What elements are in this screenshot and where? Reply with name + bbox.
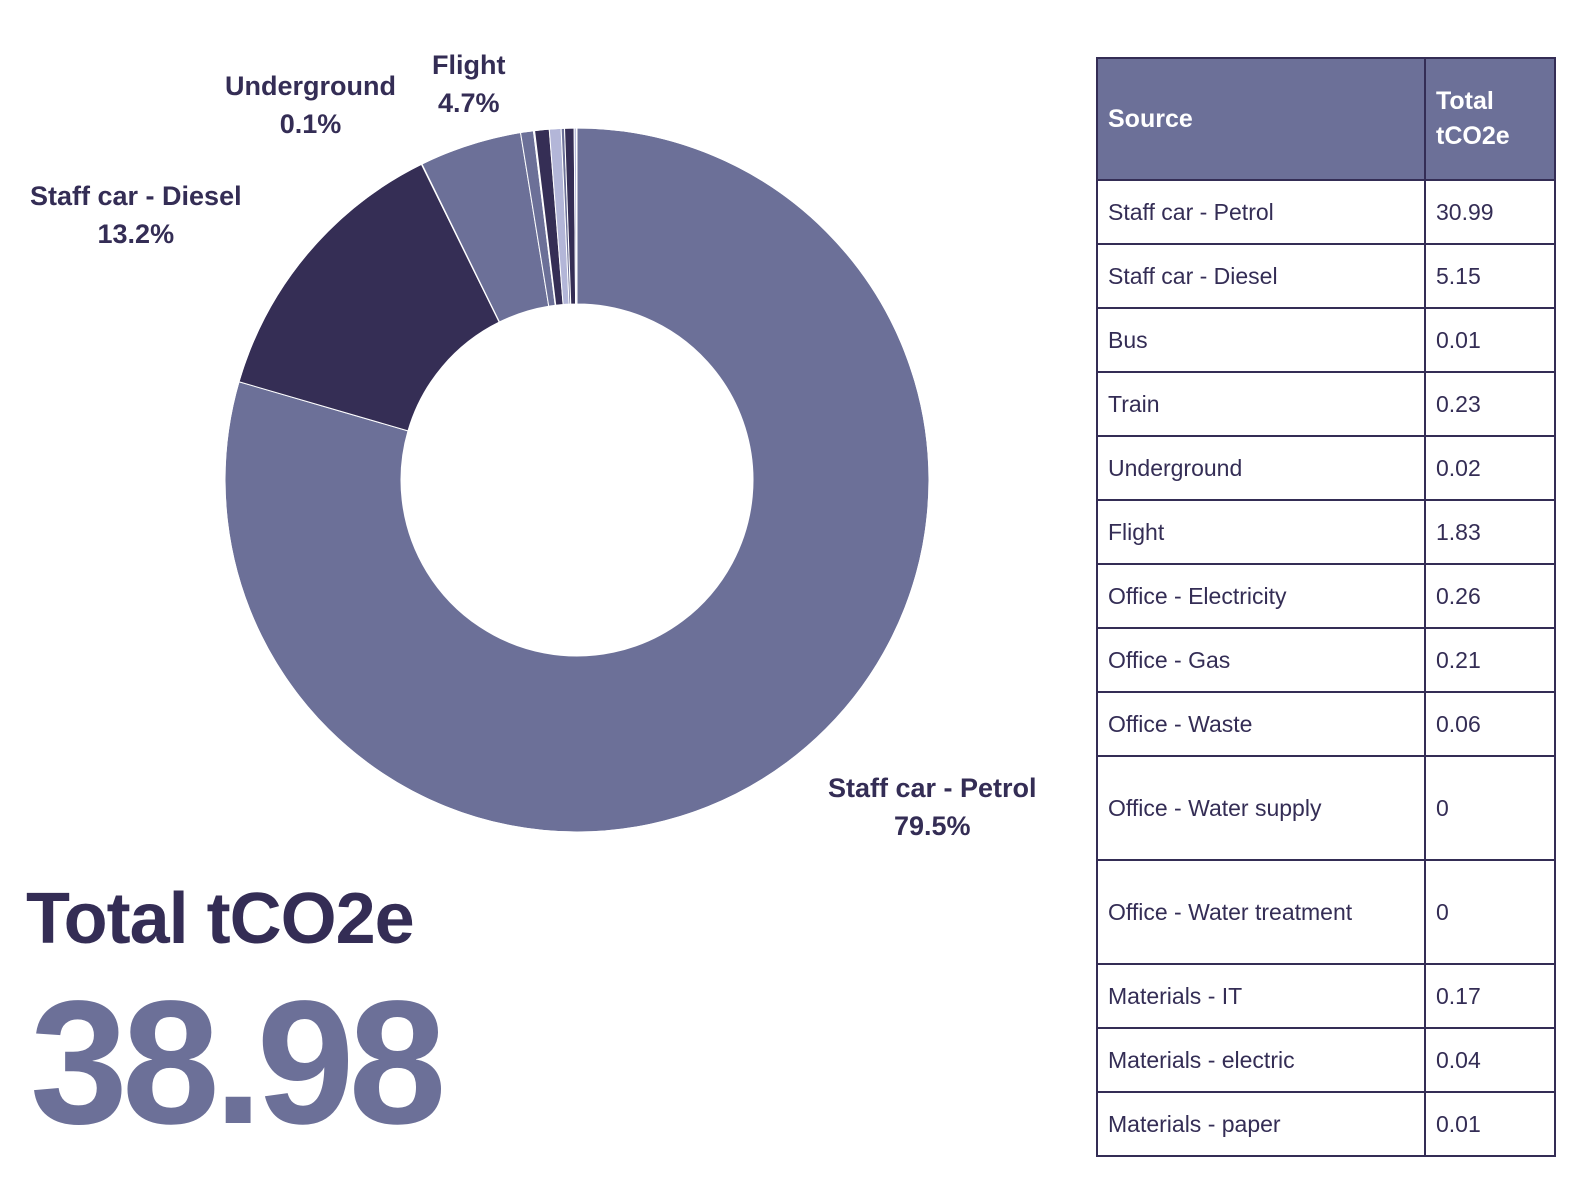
cell-source: Bus — [1096, 307, 1426, 373]
table-row: Underground 0.02 — [1096, 435, 1556, 501]
cell-source: Materials - paper — [1096, 1091, 1426, 1157]
cell-source: Staff car - Diesel — [1096, 243, 1426, 309]
slice-label-name: Flight — [432, 50, 506, 80]
cell-total: 30.99 — [1424, 179, 1556, 245]
header-total: Total tCO2e — [1424, 57, 1556, 181]
table-row: Flight 1.83 — [1096, 499, 1556, 565]
cell-source: Materials - electric — [1096, 1027, 1426, 1093]
cell-total: 0.26 — [1424, 563, 1556, 629]
slice-label-name: Staff car - Diesel — [30, 181, 242, 211]
cell-source: Office - Gas — [1096, 627, 1426, 693]
table-row: Office - Waste 0.06 — [1096, 691, 1556, 757]
cell-source: Office - Water treatment — [1096, 859, 1426, 965]
cell-source: Underground — [1096, 435, 1426, 501]
cell-total: 0 — [1424, 755, 1556, 861]
table-row: Staff car - Petrol 30.99 — [1096, 179, 1556, 245]
donut-chart — [224, 127, 930, 833]
cell-total: 5.15 — [1424, 243, 1556, 309]
cell-source: Materials - IT — [1096, 963, 1426, 1029]
table-row: Materials - electric 0.04 — [1096, 1027, 1556, 1093]
header-source: Source — [1096, 57, 1426, 181]
slice-label-pct: 4.7% — [437, 88, 500, 118]
cell-total: 0 — [1424, 859, 1556, 965]
cell-source: Office - Water supply — [1096, 755, 1426, 861]
slice-label-petrol: Staff car - Petrol 79.5% — [828, 769, 1037, 845]
table-row: Office - Gas 0.21 — [1096, 627, 1556, 693]
emissions-table: Source Total tCO2e Staff car - Petrol 30.… — [1096, 57, 1556, 1157]
cell-source: Train — [1096, 371, 1426, 437]
cell-source: Office - Electricity — [1096, 563, 1426, 629]
cell-total: 0.02 — [1424, 435, 1556, 501]
table-row: Bus 0.01 — [1096, 307, 1556, 373]
cell-source: Office - Waste — [1096, 691, 1426, 757]
cell-total: 0.06 — [1424, 691, 1556, 757]
slice-label-pct: 0.1% — [279, 109, 342, 139]
table-row: Staff car - Diesel 5.15 — [1096, 243, 1556, 309]
cell-source: Flight — [1096, 499, 1426, 565]
table-row: Train 0.23 — [1096, 371, 1556, 437]
cell-total: 0.23 — [1424, 371, 1556, 437]
slice-label-pct: 79.5% — [894, 811, 971, 841]
slice-label-name: Staff car - Petrol — [828, 773, 1037, 803]
table-row: Office - Electricity 0.26 — [1096, 563, 1556, 629]
slice-label-name: Underground — [225, 71, 396, 101]
donut-slice-materials-paper — [575, 127, 578, 305]
slice-label-flight: Flight 4.7% — [432, 46, 505, 122]
table-row: Office - Water supply 0 — [1096, 755, 1556, 861]
table-row: Materials - IT 0.17 — [1096, 963, 1556, 1029]
cell-total: 0.01 — [1424, 1091, 1556, 1157]
cell-total: 1.83 — [1424, 499, 1556, 565]
total-title: Total tCO2e — [26, 879, 415, 959]
table-row: Office - Water treatment 0 — [1096, 859, 1556, 965]
table-header-row: Source Total tCO2e — [1096, 57, 1556, 181]
total-value: 38.98 — [30, 965, 446, 1161]
cell-total: 0.01 — [1424, 307, 1556, 373]
cell-total: 0.21 — [1424, 627, 1556, 693]
table-row: Materials - paper 0.01 — [1096, 1091, 1556, 1157]
cell-source: Staff car - Petrol — [1096, 179, 1426, 245]
cell-total: 0.04 — [1424, 1027, 1556, 1093]
slice-label-diesel: Staff car - Diesel 13.2% — [30, 177, 242, 253]
slice-label-pct: 13.2% — [97, 219, 175, 249]
slice-label-underground: Underground 0.1% — [225, 67, 396, 143]
cell-total: 0.17 — [1424, 963, 1556, 1029]
donut-outline — [224, 127, 930, 833]
